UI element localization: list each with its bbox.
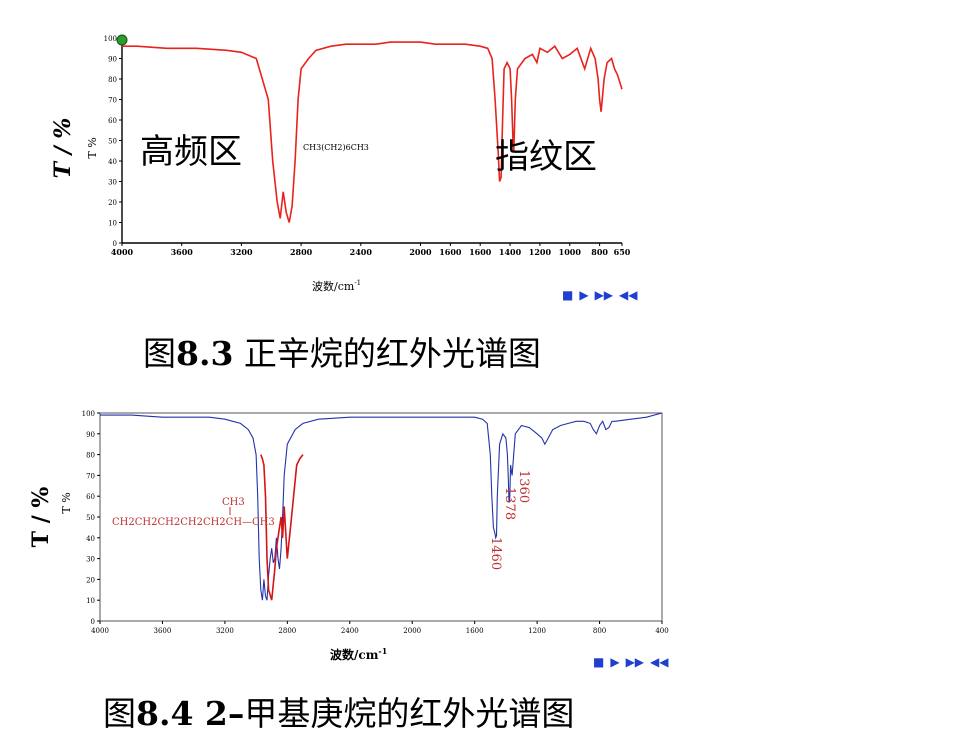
stop-square-icon[interactable]: ■ — [593, 655, 605, 669]
annotation-high-frequency: 高频区 — [140, 132, 242, 172]
chart1-xtick-label: 1600 — [469, 247, 492, 257]
chart1-ytick-label: 100 — [104, 35, 117, 43]
chart1-ylabel-outer: T / % — [50, 118, 76, 179]
chart1-xtick-label: 800 — [591, 247, 608, 257]
chart1-xtick-label: 1600 — [439, 247, 462, 257]
chart1-ylabel-inner: T % — [86, 137, 99, 158]
chart1-xtick-label: 2400 — [350, 247, 373, 257]
chart1-xtick-label: 2000 — [409, 247, 432, 257]
chart1-ytick-label: 20 — [108, 199, 117, 207]
rewind-icon[interactable]: ◀◀ — [619, 288, 638, 302]
chart2-ytick-label: 10 — [86, 597, 95, 605]
chart2-xtick-label: 800 — [593, 627, 606, 635]
chart1-ytick-label: 80 — [108, 76, 117, 84]
play-icon[interactable]: ▶ — [610, 655, 620, 669]
chart1-xtick-label: 1200 — [529, 247, 552, 257]
peak-label-1360: 1360 — [516, 470, 531, 503]
peak-label-1460: 1460 — [488, 537, 503, 570]
chart2-xlabel: 波数/cm-1 — [330, 646, 387, 662]
chart2-ylabel-outer: T / % — [28, 487, 54, 548]
chart2-ytick-label: 20 — [86, 576, 95, 584]
chart2-ytick-label: 40 — [86, 535, 95, 543]
chart2-xtick-label: 1200 — [528, 627, 546, 635]
chart-octane-ir: T / % T % 0 10 20 30 40 50 60 70 80 90 100 4000 3600… — [50, 34, 631, 293]
chart1-xtick-label: 3200 — [230, 247, 253, 257]
chart2-ytick-label: 70 — [86, 472, 95, 480]
chart1-ytick-label: 60 — [108, 117, 117, 125]
chart2-ylabel-inner: T % — [60, 492, 73, 513]
stop-square-icon[interactable]: ■ — [562, 288, 574, 302]
chart2-series-line-red — [260, 454, 304, 601]
chart1-xtick-label: 4000 — [111, 247, 134, 257]
chart2-xtick-label: 1600 — [466, 627, 484, 635]
chart1-ytick-label: 30 — [108, 179, 117, 187]
chart2-ytick-label: 100 — [82, 410, 95, 418]
chart2-ytick-label: 90 — [86, 431, 95, 439]
chart1-xtick-label: 650 — [614, 247, 631, 257]
chart2-ytick-label: 50 — [86, 514, 95, 522]
nav-controls-1: ■ ▶ ▶▶ ◀◀ — [562, 289, 638, 301]
figure-caption-8-4: 图8.4 2–甲基庚烷的红外光谱图 — [103, 694, 575, 733]
figure-caption-8-3: 图8.3 正辛烷的红外光谱图 — [143, 334, 541, 373]
chart1-ytick-label: 50 — [108, 138, 117, 146]
nav-controls-2: ■ ▶ ▶▶ ◀◀ — [593, 656, 669, 668]
chart1-formula-label: CH3(CH2)6CH3 — [303, 143, 369, 152]
chart2-ytick-label: 60 — [86, 493, 95, 501]
fast-forward-icon[interactable]: ▶▶ — [625, 655, 645, 669]
chart2-xtick-label: 2000 — [403, 627, 421, 635]
chart2-xtick-label: 400 — [655, 627, 668, 635]
chart2-formula-top: CH3 — [222, 497, 245, 508]
chart2-xtick-label: 3200 — [216, 627, 234, 635]
chart2-ytick-label: 80 — [86, 452, 95, 460]
chart1-ytick-label: 10 — [108, 220, 117, 228]
peak-label-1378: 1378 — [502, 487, 517, 520]
annotation-fingerprint: 指纹区 — [495, 137, 597, 177]
rewind-icon[interactable]: ◀◀ — [650, 655, 669, 669]
chart-methylheptane-ir: T / % T % 0 10 20 30 40 50 60 70 80 90 100 4000 3600… — [28, 410, 669, 662]
chart2-xtick-label: 3600 — [154, 627, 172, 635]
chart2-ytick-label: 0 — [91, 618, 95, 626]
chart1-ytick-label: 70 — [108, 97, 117, 105]
chart2-series-line-blue — [100, 412, 663, 601]
fast-forward-icon[interactable]: ▶▶ — [594, 288, 614, 302]
chart2-formula-main: CH2CH2CH2CH2CH2CH—CH3 — [112, 517, 275, 528]
chart2-xtick-label: 2800 — [278, 627, 296, 635]
chart1-start-marker — [116, 34, 128, 46]
chart2-xtick-label: 4000 — [91, 627, 109, 635]
chart2-ytick-label: 30 — [86, 556, 95, 564]
chart2-xtick-label: 2400 — [341, 627, 359, 635]
chart1-ytick-label: 40 — [108, 158, 117, 166]
chart1-xtick-label: 2800 — [290, 247, 313, 257]
chart1-ytick-label: 90 — [108, 56, 117, 64]
chart1-xtick-label: 3600 — [171, 247, 194, 257]
chart1-xtick-label: 1400 — [499, 247, 522, 257]
chart1-ytick-label: 0 — [113, 240, 117, 248]
chart1-series-line — [122, 41, 623, 223]
chart1-xtick-label: 1000 — [559, 247, 582, 257]
play-icon[interactable]: ▶ — [579, 288, 589, 302]
chart1-xlabel: 波数/cm-1 — [312, 279, 361, 293]
